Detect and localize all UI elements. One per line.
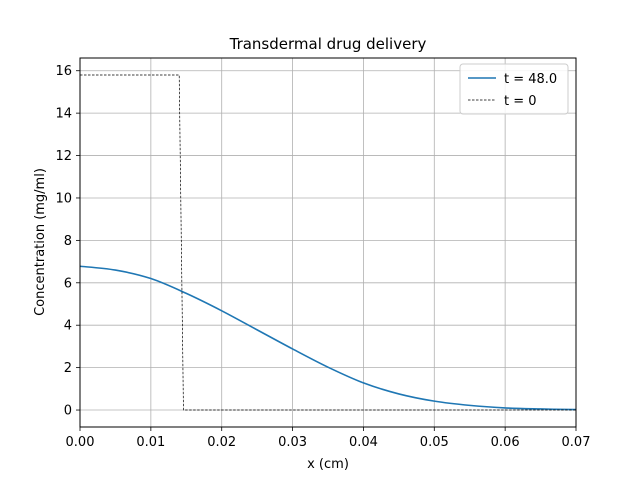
series-layer bbox=[79, 74, 577, 411]
y-tick-label: 0 bbox=[64, 404, 72, 419]
x-tick-label: 0.02 bbox=[207, 435, 236, 450]
x-tick-label: 0.07 bbox=[562, 435, 591, 450]
y-tick-label: 16 bbox=[55, 64, 72, 79]
y-tick-label: 8 bbox=[64, 234, 72, 249]
y-tick-label: 2 bbox=[64, 361, 72, 376]
x-tick-label: 0.06 bbox=[491, 435, 520, 450]
y-tick-label: 14 bbox=[55, 107, 72, 122]
y-axis-label: Concentration (mg/ml) bbox=[33, 168, 48, 316]
x-tick-label: 0.05 bbox=[420, 435, 449, 450]
y-tick-label: 10 bbox=[55, 191, 72, 206]
chart-title: Transdermal drug delivery bbox=[229, 35, 427, 53]
legend: t = 48.0 t = 0 bbox=[459, 63, 569, 115]
x-tick-label: 0.03 bbox=[278, 435, 307, 450]
ticks: 0.00 0.01 0.02 0.03 0.04 0.05 0.06 0.07 0 2 4 6 8 10 1… bbox=[55, 64, 590, 450]
plot-frame bbox=[79, 57, 577, 428]
y-tick-label: 12 bbox=[55, 149, 72, 164]
series-line-1 bbox=[80, 74, 576, 411]
y-tick-label: 4 bbox=[64, 319, 72, 334]
x-tick-label: 0.00 bbox=[66, 435, 95, 450]
x-tick-label: 0.04 bbox=[349, 435, 378, 450]
legend-label: t = 0 bbox=[504, 94, 537, 109]
x-tick-label: 0.01 bbox=[136, 435, 165, 450]
legend-label: t = 48.0 bbox=[504, 72, 557, 87]
x-axis-label: x (cm) bbox=[307, 457, 349, 472]
legend-box bbox=[459, 63, 569, 115]
y-tick-label: 6 bbox=[64, 276, 72, 291]
series-line-0 bbox=[79, 265, 577, 411]
